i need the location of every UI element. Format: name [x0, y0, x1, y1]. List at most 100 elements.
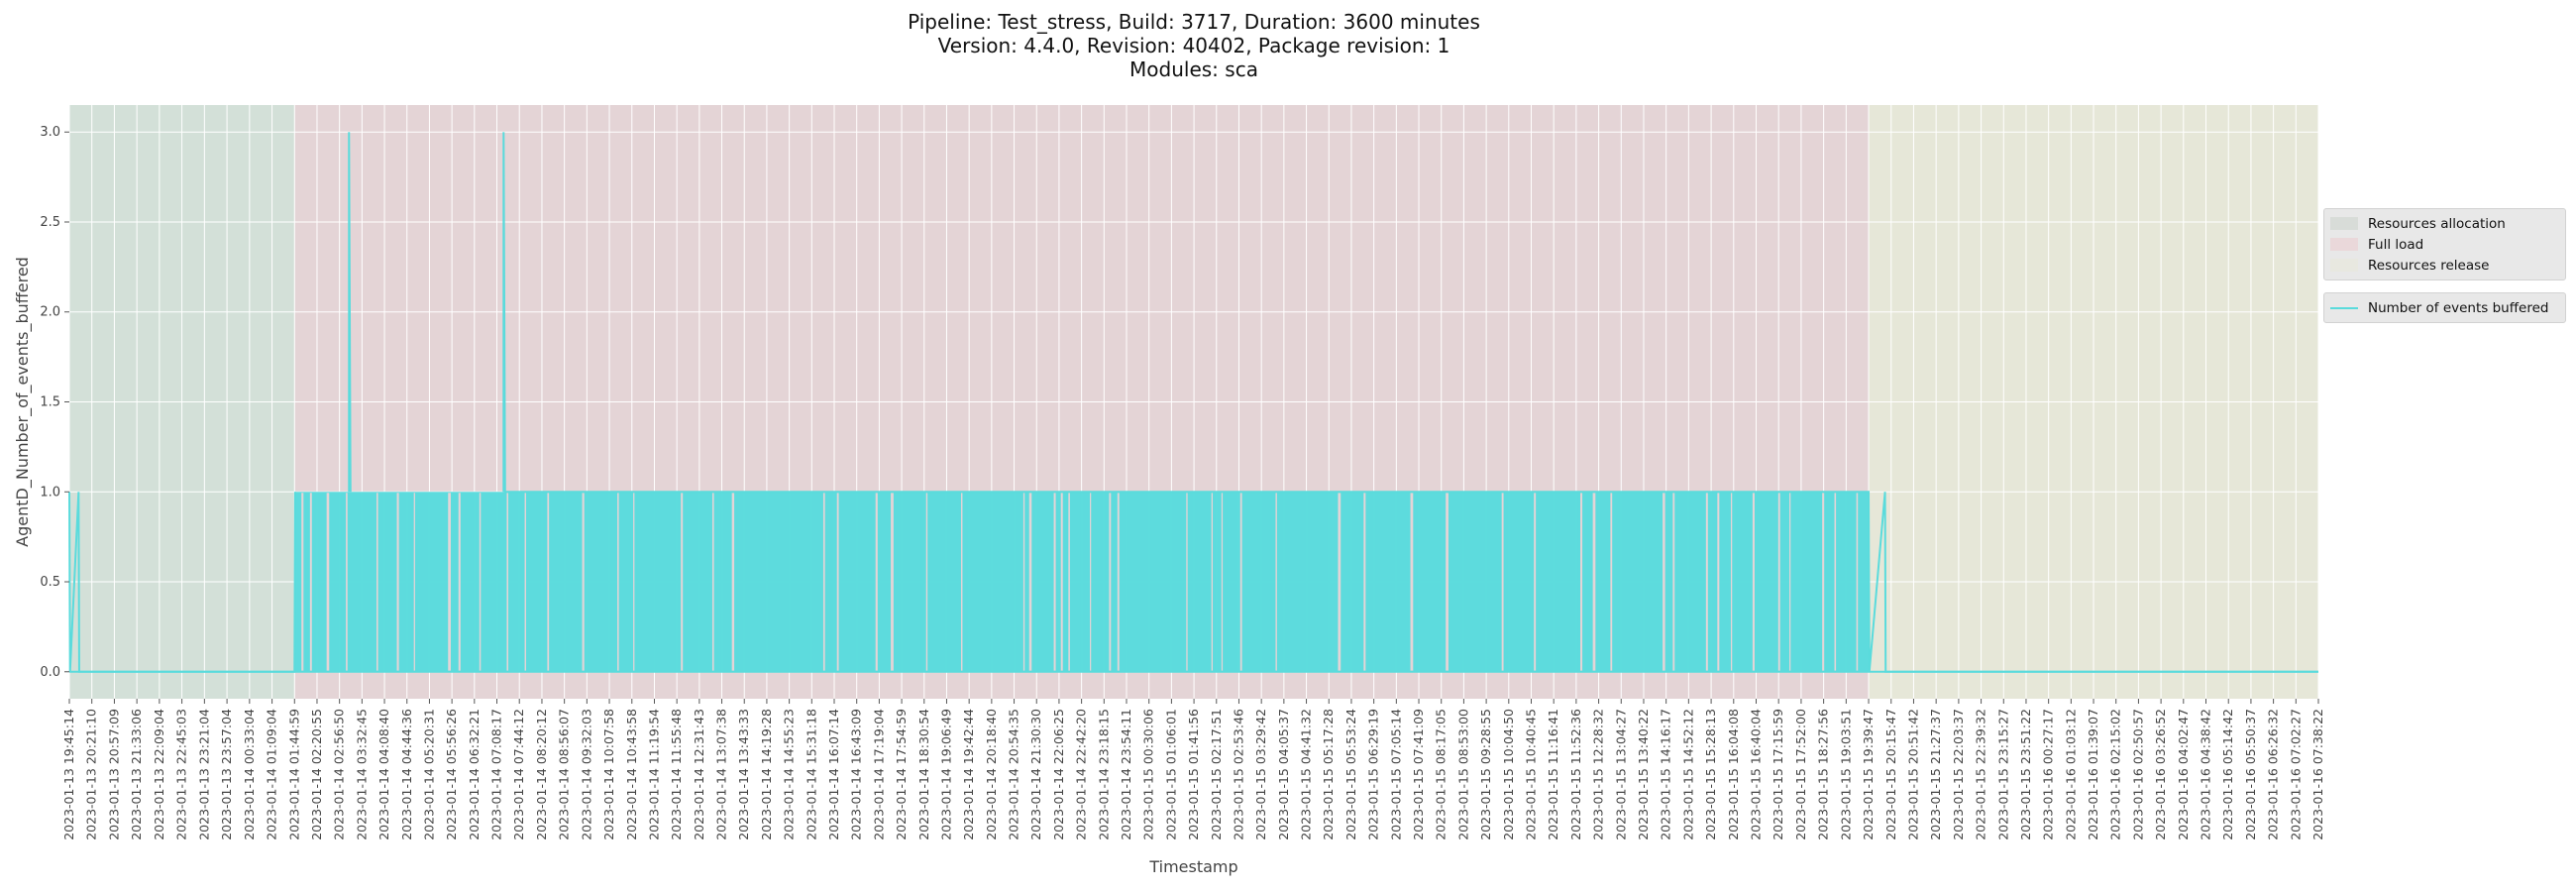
x-tick-label: 2023-01-14 16:07:14: [826, 709, 841, 840]
x-tick-label: 2023-01-14 02:56:50: [332, 709, 347, 840]
x-tick-label: 2023-01-15 20:15:47: [1883, 709, 1898, 840]
x-tick-label: 2023-01-14 20:18:40: [984, 709, 999, 840]
legend-swatch-release: [2330, 259, 2358, 272]
y-tick-label: 3.0: [40, 125, 60, 140]
y-tick-label: 2.5: [40, 215, 60, 230]
x-tick-label: 2023-01-15 03:29:42: [1253, 709, 1268, 840]
y-tick-label: 0.5: [40, 575, 60, 590]
x-tick-label: 2023-01-14 20:54:35: [1007, 709, 1021, 840]
legend-label-full-load: Full load: [2368, 236, 2424, 253]
axes: 2023-01-13 19:45:14 2023-01-13 20:21:10 20…: [13, 125, 2325, 876]
x-tick-label: 2023-01-15 07:05:14: [1388, 709, 1403, 840]
x-tick-label: 2023-01-15 13:40:22: [1636, 709, 1651, 840]
x-tick-label: 2023-01-14 14:19:28: [759, 709, 774, 840]
x-tick-label: 2023-01-14 04:44:36: [399, 709, 414, 840]
x-tick-label: 2023-01-14 21:30:30: [1028, 709, 1043, 840]
x-tick-label: 2023-01-15 10:04:50: [1501, 709, 1516, 840]
x-tick-label: 2023-01-15 11:16:41: [1546, 709, 1560, 840]
x-tick-label: 2023-01-14 03:32:45: [354, 709, 369, 840]
x-tick-label: 2023-01-13 20:21:10: [84, 709, 99, 840]
legend-item-resources-allocation: Resources allocation: [2330, 213, 2559, 234]
x-tick-label: 2023-01-15 14:16:17: [1659, 709, 1673, 840]
x-tick-label: 2023-01-15 10:40:45: [1523, 709, 1538, 840]
x-tick-label: 2023-01-13 19:45:14: [61, 709, 76, 840]
x-tick-label: 2023-01-14 16:43:09: [849, 709, 864, 840]
x-tick-label: 2023-01-16 05:50:37: [2243, 709, 2258, 840]
legend-item-resources-release: Resources release: [2330, 255, 2559, 276]
legend-label-events-buffered: Number of events buffered: [2368, 299, 2549, 316]
legend-series: Number of events buffered: [2323, 292, 2566, 323]
x-tick-label: 2023-01-14 13:07:38: [714, 709, 729, 840]
x-tick-label: 2023-01-15 18:27:56: [1816, 709, 1831, 840]
x-tick-label: 2023-01-15 11:52:36: [1568, 709, 1583, 840]
y-tick-label: 1.0: [40, 485, 60, 500]
x-tick-label: 2023-01-13 21:33:06: [129, 709, 144, 840]
x-tick-label: 2023-01-16 00:27:17: [2041, 709, 2056, 840]
x-tick-label: 2023-01-14 05:20:31: [421, 709, 436, 840]
x-tick-label: 2023-01-14 13:43:33: [736, 709, 751, 840]
x-tick-label: 2023-01-15 17:52:00: [1793, 709, 1808, 840]
x-tick-label: 2023-01-14 06:32:21: [467, 709, 482, 840]
x-tick-label: 2023-01-15 06:29:19: [1366, 709, 1381, 840]
title-line-2: Version: 4.4.0, Revision: 40402, Package…: [937, 34, 1450, 57]
legend-label-allocation: Resources allocation: [2368, 215, 2506, 232]
x-tick-label: 2023-01-16 06:26:32: [2266, 709, 2281, 840]
x-tick-label: 2023-01-15 02:17:51: [1209, 709, 1224, 840]
title-line-3: Modules: sca: [1129, 57, 1258, 81]
legend: Resources allocation Full load Resources…: [2323, 208, 2566, 335]
series-line-events-buffered: [68, 132, 2318, 673]
x-tick-label: 2023-01-13 23:21:04: [196, 709, 211, 840]
x-tick-label: 2023-01-14 19:42:44: [961, 709, 976, 840]
x-tick-label: 2023-01-15 17:15:59: [1771, 709, 1785, 840]
x-tick-label: 2023-01-15 16:40:04: [1748, 709, 1763, 840]
x-tick-label: 2023-01-15 22:39:32: [1974, 709, 1988, 840]
x-tick-label: 2023-01-15 13:04:27: [1613, 709, 1628, 840]
x-tick-label: 2023-01-15 02:53:46: [1231, 709, 1245, 840]
x-tick-label: 2023-01-14 15:31:18: [804, 709, 818, 840]
x-tick-label: 2023-01-16 03:26:52: [2153, 709, 2168, 840]
x-tick-label: 2023-01-14 01:44:59: [286, 709, 301, 840]
x-tick-label: 2023-01-14 23:54:11: [1119, 709, 1133, 840]
x-tick-label: 2023-01-13 20:57:09: [106, 709, 121, 840]
x-tick-label: 2023-01-14 18:30:54: [916, 709, 931, 840]
x-tick-label: 2023-01-16 02:50:57: [2130, 709, 2145, 840]
x-tick-label: 2023-01-16 07:38:22: [2310, 709, 2325, 840]
x-tick-label: 2023-01-14 11:55:48: [669, 709, 684, 840]
x-tick-label: 2023-01-14 04:08:40: [376, 709, 391, 840]
y-tick-label: 0.0: [40, 665, 60, 680]
x-axis-label: Timestamp: [1148, 857, 1237, 876]
x-tick-label: 2023-01-15 05:53:24: [1343, 709, 1358, 840]
x-tick-label: 2023-01-14 10:43:58: [624, 709, 639, 840]
legend-phases: Resources allocation Full load Resources…: [2323, 208, 2566, 280]
legend-swatch-events-buffered: [2330, 306, 2358, 309]
x-tick-label: 2023-01-16 01:03:12: [2063, 709, 2078, 840]
x-tick-label: 2023-01-15 22:03:37: [1951, 709, 1966, 840]
x-tick-label: 2023-01-16 02:15:02: [2108, 709, 2123, 840]
x-tick-label: 2023-01-15 07:41:09: [1411, 709, 1426, 840]
x-tick-label: 2023-01-14 23:18:15: [1096, 709, 1111, 840]
x-tick-label: 2023-01-15 23:51:22: [2018, 709, 2033, 840]
y-tick-label: 1.5: [40, 395, 60, 410]
x-tick-label: 2023-01-14 00:33:04: [242, 709, 257, 840]
x-tick-label: 2023-01-16 04:38:42: [2198, 709, 2212, 840]
x-tick-label: 2023-01-15 21:27:37: [1928, 709, 1943, 840]
x-tick-label: 2023-01-15 01:41:56: [1186, 709, 1201, 840]
x-tick-label: 2023-01-16 05:14:42: [2220, 709, 2235, 840]
x-tick-label: 2023-01-15 19:03:51: [1838, 709, 1853, 840]
chart-title: Pipeline: Test_stress, Build: 3717, Dura…: [0, 10, 2388, 81]
x-tick-label: 2023-01-14 14:55:23: [782, 709, 797, 840]
x-tick-label: 2023-01-14 01:09:04: [265, 709, 279, 840]
x-tick-label: 2023-01-14 02:20:55: [309, 709, 324, 840]
x-tick-label: 2023-01-15 16:04:08: [1726, 709, 1741, 840]
x-tick-label: 2023-01-15 12:28:32: [1591, 709, 1606, 840]
legend-item-events-buffered: Number of events buffered: [2330, 297, 2559, 318]
x-tick-label: 2023-01-14 07:08:17: [489, 709, 504, 840]
legend-swatch-full-load: [2330, 238, 2358, 251]
x-tick-label: 2023-01-16 04:02:47: [2176, 709, 2191, 840]
x-tick-label: 2023-01-15 19:39:47: [1861, 709, 1876, 840]
x-tick-label: 2023-01-15 09:28:55: [1478, 709, 1493, 840]
x-tick-label: 2023-01-14 09:32:03: [579, 709, 593, 840]
x-tick-label: 2023-01-14 08:20:12: [534, 709, 549, 840]
legend-item-full-load: Full load: [2330, 234, 2559, 255]
